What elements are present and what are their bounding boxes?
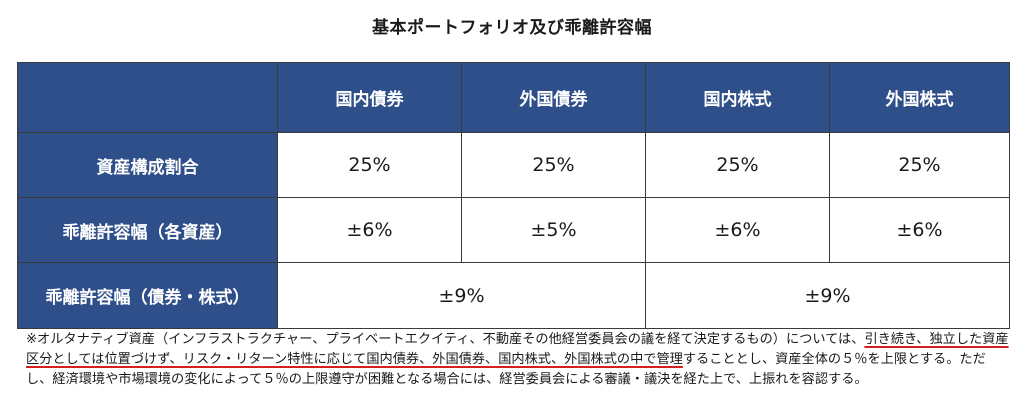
- table-row-allocation: 資産構成割合 25% 25% 25% 25%: [17, 132, 1010, 198]
- cell-deviation-stocks-group: ±9%: [645, 262, 1010, 329]
- cell-deviation-foreign-stocks: ±6%: [829, 197, 1010, 263]
- cell-allocation-domestic-stocks: 25%: [645, 132, 830, 198]
- page-title: 基本ポートフォリオ及び乖離許容幅: [372, 18, 652, 38]
- cell-deviation-domestic-stocks: ±6%: [645, 197, 830, 263]
- row-header-deviation-each: 乖離許容幅（各資産）: [17, 197, 278, 263]
- cell-deviation-bonds-group: ±9%: [277, 262, 646, 329]
- portfolio-table: 国内債券 外国債券 国内株式 外国株式 資産構成割合 25% 25% 25% 2…: [17, 62, 1010, 329]
- footnote: ※オルタナティブ資産（インフラストラクチャー、プライベートエクイティ、不動産その…: [26, 330, 1011, 390]
- column-header-foreign-stocks: 外国株式: [829, 62, 1010, 133]
- footnote-text-rest: することとし、資産全体の５％を上限とする。ただし、経済環境や市場環境の変化によっ…: [26, 352, 986, 387]
- cell-deviation-foreign-bonds: ±5%: [461, 197, 646, 263]
- footnote-text-underlined: 引き続き、独立した資産区分としては位置づけず、リスク・リターン特性に応じて国内債…: [26, 332, 1009, 367]
- cell-deviation-domestic-bonds: ±6%: [277, 197, 462, 263]
- table-row-deviation-group: 乖離許容幅（債券・株式） ±9% ±9%: [17, 262, 1010, 329]
- table-row-deviation-each: 乖離許容幅（各資産） ±6% ±5% ±6% ±6%: [17, 197, 1010, 263]
- column-header-domestic-bonds: 国内債券: [277, 62, 462, 133]
- column-header-foreign-bonds: 外国債券: [461, 62, 646, 133]
- footnote-text-intro: ※オルタナティブ資産（インフラストラクチャー、プライベートエクイティ、不動産その…: [26, 332, 865, 347]
- row-header-allocation: 資産構成割合: [17, 132, 278, 198]
- cell-allocation-foreign-bonds: 25%: [461, 132, 646, 198]
- row-header-deviation-group: 乖離許容幅（債券・株式）: [17, 262, 278, 329]
- cell-allocation-foreign-stocks: 25%: [829, 132, 1010, 198]
- column-header-domestic-stocks: 国内株式: [645, 62, 830, 133]
- table-header-row: 国内債券 外国債券 国内株式 外国株式: [17, 62, 1010, 133]
- table-corner-cell: [17, 62, 278, 133]
- cell-allocation-domestic-bonds: 25%: [277, 132, 462, 198]
